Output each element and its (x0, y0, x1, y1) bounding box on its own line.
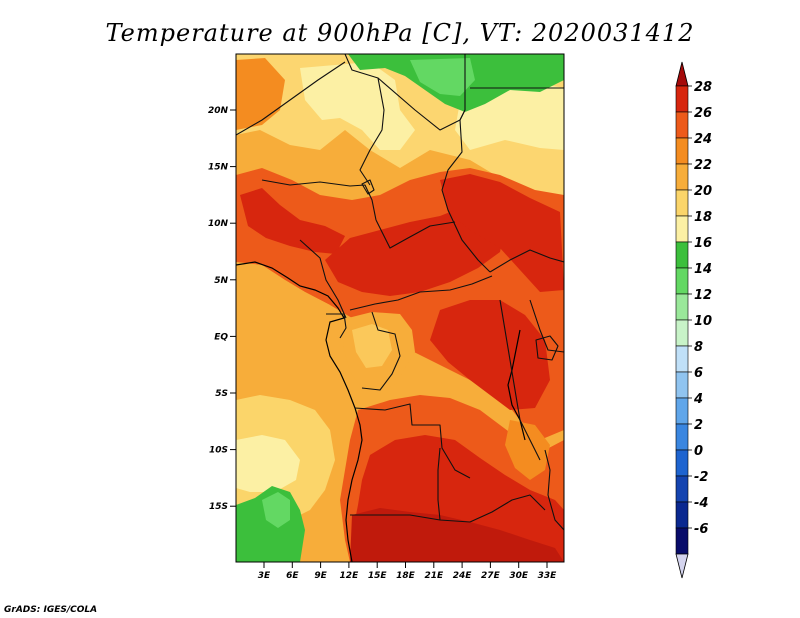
border-sudan-south (489, 249, 564, 273)
lake-victoria (535, 335, 559, 361)
colorbar-label: 6 (694, 366, 703, 381)
colorbar-swatch (675, 449, 689, 477)
lon-tick-label: 21E (424, 571, 444, 581)
colorbar-label: 4 (693, 392, 703, 407)
colorbar-swatch (675, 475, 689, 503)
colorbar-label: -4 (694, 496, 708, 511)
lon-tick-label: 27E (481, 571, 501, 581)
map-frame (235, 53, 565, 563)
border-niger-chad (377, 77, 466, 131)
temperature-field-light-green-southwest (262, 492, 290, 528)
lon-tick-label: 12E (340, 571, 360, 581)
temperature-field-southeast-orange (505, 420, 550, 480)
border-car-drc (349, 275, 493, 311)
border-drc-angola (354, 403, 471, 479)
colorbar-swatch (675, 397, 689, 425)
temperature-field-light-green-north (410, 58, 475, 96)
colorbar-swatch (675, 241, 689, 269)
border-niger-south (261, 179, 377, 221)
colorbar-top-arrow (675, 61, 689, 87)
lat-tick-label: 10S (209, 446, 228, 456)
latitude-axis: 20N 15N 10N 5N EQ 5S 10S 15S (208, 106, 236, 512)
colorbar-label: 10 (694, 314, 712, 329)
lon-tick-label: 33E (538, 571, 558, 581)
lon-tick-label: 3E (258, 571, 271, 581)
lat-tick-label: 10N (208, 219, 229, 229)
colorbar-label: 18 (694, 210, 712, 225)
temperature-field-congo-mild (352, 324, 392, 368)
lat-tick-label: 20N (208, 106, 229, 116)
colorbar-swatch (675, 371, 689, 399)
lat-tick-label: 15S (209, 502, 228, 512)
colorbar-swatch (675, 345, 689, 373)
colorbar-label: 26 (694, 106, 712, 121)
colorbar-label: -2 (694, 470, 708, 485)
temperature-field-hot-core-central (325, 205, 505, 296)
lake-chad (361, 179, 375, 195)
longitude-axis: 3E 6E 9E 12E 15E 18E 21E 24E 27E 30E 33E (258, 562, 557, 581)
temperature-field-hot-core-rift (430, 300, 550, 410)
lon-tick-label: 30E (509, 571, 529, 581)
colorbar-label: 2 (694, 418, 703, 433)
colorbar-swatch (675, 267, 689, 295)
border-congo-drc (361, 311, 401, 391)
border-algeria-libya (344, 54, 385, 186)
colorbar-label: -6 (694, 522, 708, 537)
temperature-field-hot-core-west (240, 188, 345, 254)
colorbar-label: 14 (694, 262, 712, 277)
border-tanzania-drc (499, 299, 541, 461)
country-borders (236, 54, 564, 562)
temperature-field-pale-yellow (300, 62, 415, 150)
colorbar-swatch (675, 111, 689, 139)
colorbar-label: 8 (694, 340, 703, 355)
border-angola-zambia (437, 447, 441, 521)
lon-tick-label: 9E (314, 571, 327, 581)
colorbar-bottom-arrow (675, 553, 689, 579)
border-chad-sudan (441, 119, 491, 273)
lon-tick-label: 18E (396, 571, 416, 581)
colorbar-swatch (675, 85, 689, 113)
border-mali-niger (236, 61, 346, 136)
colorbar-swatch (675, 137, 689, 165)
colorbar-swatch (675, 501, 689, 529)
colorbar-label: 22 (694, 158, 712, 173)
lon-tick-label: 6E (286, 571, 299, 581)
colorbar-label: 24 (694, 132, 712, 147)
map-panel (236, 54, 564, 562)
colorbar-swatch (675, 423, 689, 451)
map-title: Temperature at 900hPa [C], VT: 202003141… (106, 19, 695, 47)
border-chad-car (375, 219, 456, 249)
temperature-field-atlantic-pale (236, 435, 300, 492)
border-angola-namibia (350, 514, 471, 523)
lon-tick-label: 24E (453, 571, 473, 581)
lat-tick-label: EQ (214, 332, 228, 342)
lat-tick-label: 5S (215, 389, 228, 399)
colorbar-swatch (675, 319, 689, 347)
temperature-field-hot-core-east (440, 174, 564, 292)
colorbar-label: 0 (694, 444, 703, 459)
colorbar-label: 20 (694, 184, 712, 199)
border-nigeria-cameroon (299, 239, 347, 319)
lon-tick-label: 15E (368, 571, 388, 581)
lat-tick-label: 5N (214, 276, 228, 286)
grads-credit: GrADS: IGES/COLA (4, 605, 97, 615)
colorbar-label: 16 (694, 236, 712, 251)
colorbar-swatch (675, 293, 689, 321)
coastline-west-africa (236, 261, 363, 562)
lat-tick-label: 15N (208, 163, 229, 173)
colorbar-swatch (675, 527, 689, 555)
border-zambia-zimbabwe (469, 494, 546, 523)
colorbar-label: 28 (694, 80, 712, 95)
colorbar-swatch (675, 189, 689, 217)
colorbar-label: 12 (694, 288, 712, 303)
border-mozambique (544, 449, 564, 531)
colorbar-swatch (675, 163, 689, 191)
temperature-field-south-hottest (350, 508, 564, 562)
border-gabon (326, 313, 347, 339)
colorbar-swatch (675, 215, 689, 243)
